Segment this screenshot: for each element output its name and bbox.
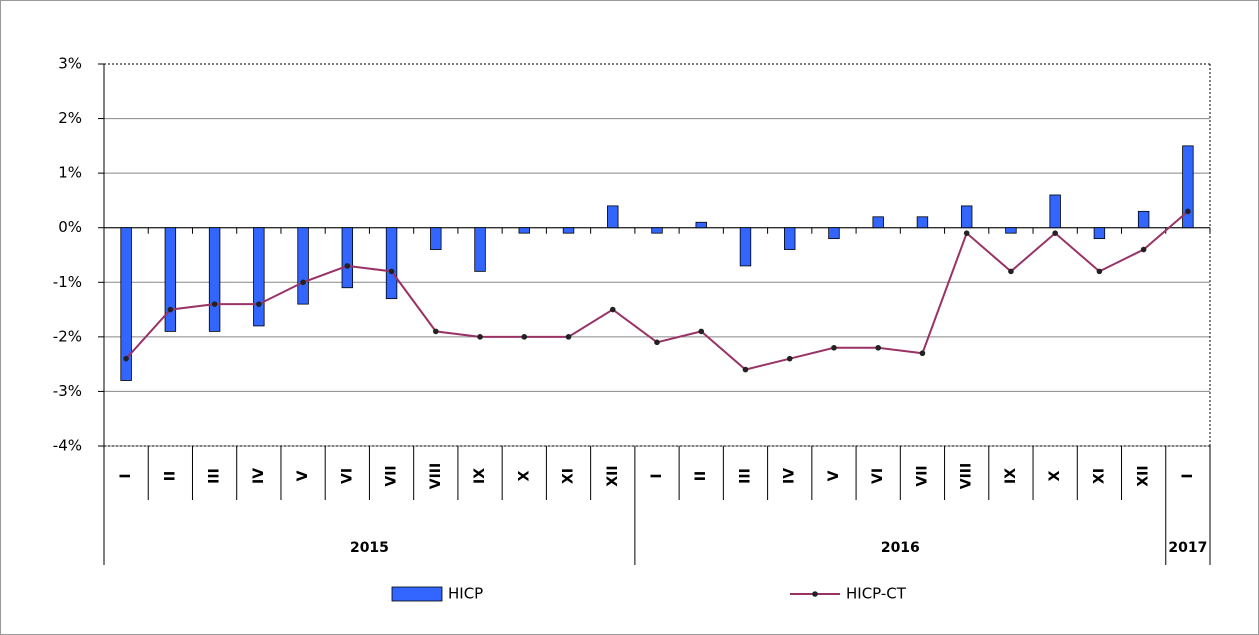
bar — [960, 205, 973, 229]
line-point — [344, 263, 351, 269]
x-tick-label: X — [1047, 470, 1063, 481]
line-point — [1052, 230, 1058, 236]
bar — [1049, 194, 1061, 229]
legend-label: HICP — [448, 585, 483, 603]
x-tick-label: V — [826, 470, 842, 481]
x-tick-label: III — [207, 468, 223, 484]
line-point — [786, 355, 793, 362]
line-point — [875, 344, 881, 351]
bar — [828, 227, 840, 240]
y-tick-label: 3% — [58, 55, 82, 73]
y-tick-label: 0% — [58, 218, 82, 236]
group-label: 2017 — [1168, 540, 1207, 556]
x-tick-label: IX — [1003, 468, 1019, 484]
bar — [120, 227, 132, 381]
legend-swatch — [391, 586, 443, 602]
line-point — [919, 350, 926, 357]
bar — [784, 227, 796, 250]
x-tick-label: III — [737, 468, 753, 484]
y-tick-label: -2% — [53, 327, 82, 345]
line-point — [1096, 268, 1103, 275]
y-tick-label: 2% — [58, 109, 82, 127]
bar — [872, 216, 884, 229]
y-tick-label: -1% — [53, 273, 82, 291]
bar — [164, 227, 177, 332]
bar — [430, 227, 442, 250]
x-tick-label: XII — [605, 465, 621, 486]
x-tick-label: IV — [251, 468, 267, 484]
x-tick-label: VIII — [959, 463, 975, 489]
x-tick-label: VII — [384, 465, 400, 486]
x-tick-label: VIII — [428, 463, 444, 489]
line-point — [300, 279, 306, 286]
x-tick-label: V — [295, 470, 311, 481]
line-point — [963, 230, 970, 236]
x-tick-label: XI — [561, 468, 577, 484]
line-point — [609, 306, 616, 313]
bar — [341, 227, 354, 289]
line-point — [211, 301, 218, 307]
group-label: 2016 — [881, 540, 920, 556]
x-tick-label: VII — [914, 465, 930, 486]
bar — [562, 227, 575, 234]
bar — [1137, 210, 1150, 229]
line-point — [698, 328, 705, 335]
line-point — [477, 334, 483, 340]
line-point — [521, 334, 528, 340]
bar — [651, 227, 663, 234]
y-tick-label: -4% — [53, 437, 82, 455]
line-point — [1140, 246, 1147, 253]
line-point — [1008, 268, 1014, 275]
y-tick-label: 1% — [58, 164, 82, 182]
bar — [518, 227, 530, 234]
x-tick-label: II — [693, 471, 709, 481]
line-point — [388, 268, 395, 275]
line-point — [123, 355, 129, 362]
x-tick-label: I — [649, 473, 665, 478]
x-tick-label: XII — [1136, 465, 1152, 486]
bar — [695, 221, 707, 229]
line-point — [742, 366, 749, 373]
bar — [253, 227, 265, 327]
bar — [474, 227, 486, 272]
group-label: 2015 — [350, 540, 389, 556]
line-point — [256, 301, 262, 307]
x-tick-label: XI — [1091, 468, 1107, 484]
x-tick-label: I — [1180, 473, 1196, 478]
legend-swatch-dot — [812, 591, 818, 597]
legend-label: HICP-CT — [846, 585, 907, 603]
bar — [1182, 145, 1194, 229]
x-tick-label: I — [118, 473, 134, 478]
line-point — [1185, 208, 1191, 215]
bar — [297, 227, 309, 305]
bar — [208, 227, 221, 332]
line-point — [433, 328, 439, 335]
bar — [385, 227, 398, 300]
x-tick-label: IV — [782, 468, 798, 484]
bar — [607, 205, 619, 229]
x-tick-label: IX — [472, 468, 488, 484]
y-tick-label: -3% — [53, 382, 82, 400]
x-tick-label: X — [516, 470, 532, 481]
line-point — [167, 306, 174, 313]
bar — [1093, 227, 1106, 240]
bar — [916, 216, 929, 229]
bar — [1005, 227, 1017, 234]
line-point — [831, 344, 837, 351]
x-tick-label: II — [162, 471, 178, 481]
x-tick-label: VI — [870, 468, 886, 484]
line-point — [654, 339, 660, 346]
bar — [739, 227, 752, 267]
line-point — [565, 334, 572, 340]
x-tick-label: VI — [339, 468, 355, 484]
